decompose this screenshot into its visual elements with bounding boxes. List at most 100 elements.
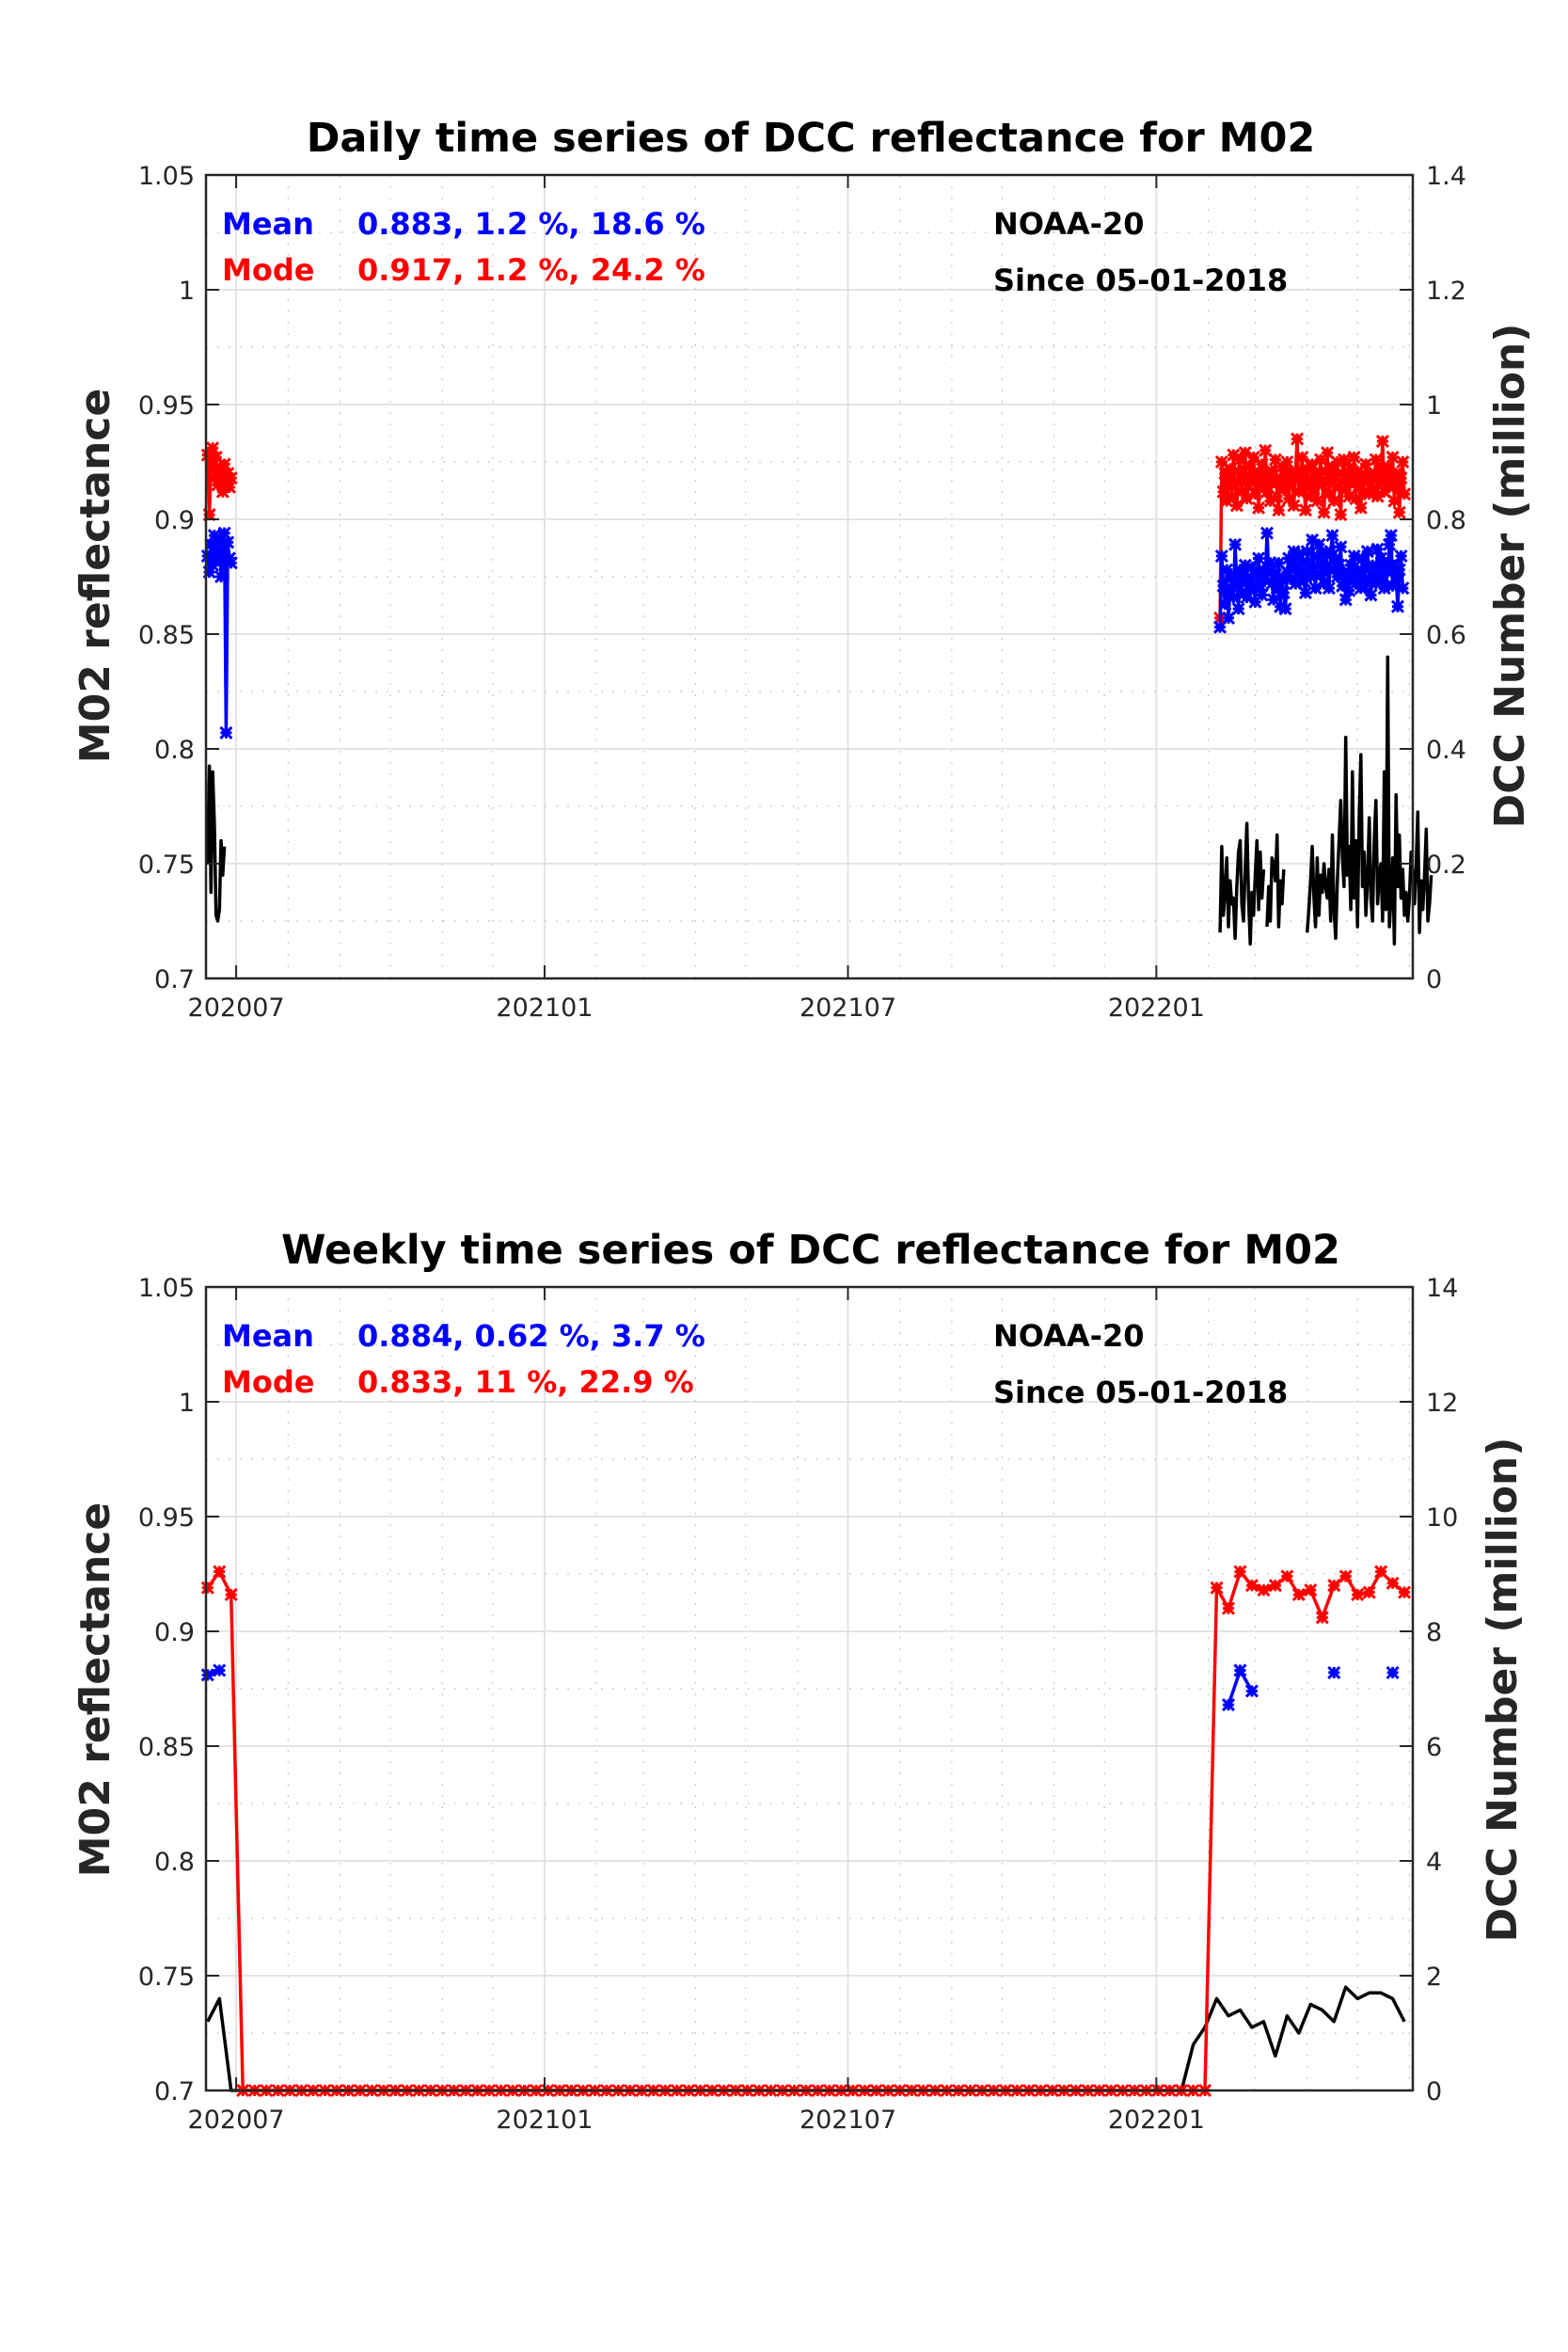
mean-marker [213, 1663, 227, 1677]
mode-marker [1327, 494, 1341, 508]
dcc-number-line [1265, 833, 1286, 929]
mean-marker [1370, 542, 1385, 556]
mean-marker [1394, 548, 1408, 564]
mode-marker [1386, 451, 1400, 465]
mode-marker [1267, 475, 1281, 490]
x-tick-label: 202201 [1108, 2106, 1205, 2135]
mean-marker [1263, 556, 1277, 570]
mean-marker [215, 542, 230, 556]
mode-marker [1259, 485, 1275, 499]
mode-marker [1272, 503, 1286, 517]
mean-marker [1367, 569, 1382, 584]
mean-marker [1261, 563, 1275, 577]
mode-marker [1304, 489, 1318, 503]
mode-marker [1253, 471, 1267, 485]
mean-marker [1322, 581, 1336, 596]
mean-marker [1259, 572, 1273, 586]
mode-marker [1317, 505, 1331, 519]
mode-marker [1367, 471, 1382, 485]
mode-marker [1390, 478, 1405, 492]
y-tick-label: 0.85 [138, 1733, 195, 1762]
mode-marker [1310, 494, 1324, 508]
mode-marker [1338, 483, 1353, 497]
mean-marker [200, 548, 214, 564]
mean-marker [1344, 558, 1358, 572]
x-tick-label: 202007 [188, 993, 285, 1023]
mean-marker [1293, 567, 1307, 581]
mode-marker [1229, 499, 1243, 513]
daily-ylabel-left: M02 reflectance [71, 389, 119, 763]
mean-marker [1360, 545, 1374, 559]
mean-marker [1268, 567, 1282, 581]
mean-marker [1243, 583, 1258, 597]
mode-marker [215, 485, 230, 499]
mode-marker [1345, 475, 1359, 490]
mode-marker [1344, 462, 1358, 476]
dcc-number-line [206, 1985, 1406, 2092]
mode-marker [1276, 483, 1291, 497]
daily-mode-stats: 0.917, 1.2 %, 24.2 % [357, 252, 705, 288]
mean-marker [1229, 577, 1243, 591]
mode-marker [1223, 462, 1237, 476]
y-tick-label: 0.8 [154, 736, 195, 765]
mean-marker [1377, 581, 1391, 596]
daily-grid [206, 175, 1413, 978]
mean-marker [1312, 537, 1326, 551]
mean-marker [1274, 599, 1288, 613]
mean-marker [1213, 620, 1227, 634]
mode-marker [1227, 448, 1241, 462]
mode-marker [1240, 491, 1254, 506]
mean-marker [1291, 547, 1306, 561]
mean-marker [1351, 563, 1365, 577]
mean-marker [211, 553, 225, 567]
weekly-mode-stats: 0.833, 11 %, 22.9 % [357, 1364, 694, 1400]
y-tick-label: 0.95 [138, 1503, 195, 1533]
mean-marker [1253, 579, 1267, 593]
weekly-ylabel-left: M02 reflectance [71, 1502, 119, 1877]
mode-marker [1384, 473, 1398, 487]
y-tick-label: 1.05 [138, 1274, 195, 1303]
mean-marker [1307, 565, 1321, 580]
daily-mean-stats: 0.883, 1.2 %, 18.6 % [357, 206, 705, 242]
mean-marker [1319, 547, 1333, 561]
mode-marker [1280, 1569, 1294, 1583]
mode-marker [1342, 489, 1356, 503]
mode-marker [1293, 471, 1307, 485]
weekly-chart: Weekly time series of DCC reflectance fo… [71, 1227, 1527, 2135]
mean-marker [217, 526, 231, 540]
y-tick-label: 0.7 [154, 965, 195, 994]
mean-marker [1327, 1665, 1341, 1679]
mode-marker [1263, 494, 1277, 508]
mode-marker [1315, 1611, 1329, 1625]
mean-marker [1386, 579, 1400, 593]
mode-marker [1328, 469, 1343, 483]
y-right-tick-label: 1.2 [1426, 277, 1466, 306]
mode-marker [206, 441, 220, 455]
mode-marker [1398, 1585, 1412, 1599]
mode-marker [1374, 1565, 1388, 1579]
mode-marker [1268, 453, 1282, 467]
mode-marker [1259, 443, 1273, 457]
y-right-tick-label: 0 [1426, 2077, 1442, 2106]
mode-marker [1354, 501, 1368, 515]
x-tick-label: 202101 [496, 993, 593, 1023]
x-tick-label: 202101 [496, 2106, 593, 2135]
y-right-tick-label: 0.2 [1426, 850, 1466, 880]
mode-marker [1298, 503, 1313, 517]
mean-marker [1223, 583, 1237, 597]
daily-since: Since 05-01-2018 [993, 262, 1288, 298]
mean-marker [1389, 569, 1403, 584]
mode-marker [1243, 459, 1258, 473]
mode-marker [1307, 483, 1321, 497]
mean-marker [224, 556, 238, 570]
mode-marker [1257, 1583, 1271, 1597]
mode-marker [1270, 489, 1284, 503]
mode-marker [1349, 491, 1363, 506]
x-tick-label: 202107 [800, 993, 896, 1023]
mode-marker [219, 473, 233, 487]
mode-marker [1255, 457, 1269, 471]
mode-marker [1221, 475, 1236, 490]
mean-marker [1221, 611, 1236, 625]
mean-marker [221, 535, 235, 549]
mean-marker [1276, 586, 1291, 600]
